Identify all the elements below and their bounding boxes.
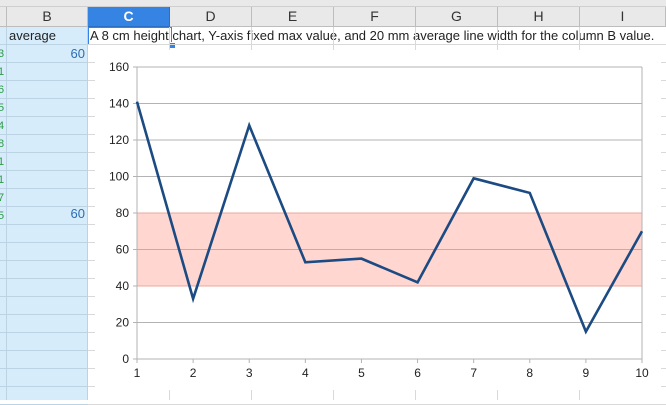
line-chart[interactable]: 0 20 40 60 80 100 120 140 160 1 2 3 4 5 6 7 8 9 10 [95, 50, 661, 390]
cell-a-value[interactable]: 7 [0, 189, 7, 207]
column-header-i[interactable]: I [580, 7, 666, 27]
row-gridline [0, 98, 88, 99]
x-tick-label: 3 [246, 366, 253, 380]
y-tick-label: 0 [122, 352, 129, 366]
cell-a-value[interactable]: 8 [0, 135, 7, 153]
row-gridline [0, 386, 88, 387]
column-header-g[interactable]: G [416, 7, 498, 27]
y-tick-label: 160 [109, 60, 129, 74]
y-tick-label: 100 [109, 170, 129, 184]
cell-a-value[interactable]: 4 [0, 117, 7, 135]
chart-canvas: 0 20 40 60 80 100 120 140 160 1 2 3 4 5 6 7 8 9 10 [95, 50, 661, 390]
y-tick-label: 140 [109, 97, 129, 111]
row-gridline [0, 368, 88, 369]
column-header-d[interactable]: D [170, 7, 252, 27]
y-tick-label: 80 [116, 206, 130, 220]
y-tick-label: 120 [109, 133, 129, 147]
row-gridline [0, 134, 88, 135]
cell-a-value[interactable]: 1 [0, 171, 7, 189]
cell-a-value[interactable]: 1 [0, 63, 7, 81]
cell-b-last-average[interactable]: 60 [7, 205, 85, 223]
column-header-a[interactable] [0, 7, 7, 27]
row-gridline [0, 206, 88, 207]
x-tick-label: 8 [526, 366, 533, 380]
x-tick-label: 2 [190, 366, 197, 380]
row-gridline [0, 260, 88, 261]
row-gridline [0, 332, 88, 333]
cell-a-value[interactable]: 3 [0, 45, 7, 63]
column-header-row: B C D E F G H I [0, 7, 666, 27]
cell-a-value[interactable]: 6 [0, 81, 7, 99]
column-header-b[interactable]: B [7, 7, 88, 27]
x-tick-label: 5 [358, 366, 365, 380]
y-tick-label: 40 [116, 279, 130, 293]
row-gridline [0, 242, 88, 243]
row-gridline [0, 278, 88, 279]
y-tick-label: 20 [116, 316, 130, 330]
row-gridline [0, 314, 88, 315]
row-gridline [0, 44, 88, 45]
x-tick-label: 6 [414, 366, 421, 380]
column-header-f[interactable]: F [334, 7, 416, 27]
cell-b-first-average[interactable]: 60 [7, 45, 85, 63]
selected-cell-c1[interactable] [88, 27, 172, 45]
row-gridline [0, 152, 88, 153]
row-gridline [0, 116, 88, 117]
x-tick-label: 7 [470, 366, 477, 380]
x-tick-label: 10 [635, 366, 649, 380]
cell-a-value[interactable]: 5 [0, 99, 7, 117]
x-tick-label: 4 [302, 366, 309, 380]
row-gridline [0, 80, 88, 81]
x-tick-label: 9 [583, 366, 590, 380]
y-tick-label: 60 [116, 243, 130, 257]
cell-a-value[interactable]: 5 [0, 207, 7, 225]
row-gridline [0, 62, 88, 63]
row-gridline [0, 224, 88, 225]
x-tick-label: 1 [134, 366, 141, 380]
row-gridline [0, 350, 88, 351]
row-gridline [0, 188, 88, 189]
column-header-h[interactable]: H [498, 7, 580, 27]
cell-a-value[interactable]: 1 [0, 153, 7, 171]
column-header-e[interactable]: E [252, 7, 334, 27]
column-header-c[interactable]: C [88, 7, 170, 27]
toolbar-strip [0, 0, 666, 7]
cell-b-header[interactable]: average [9, 27, 56, 45]
row-gridline [0, 296, 88, 297]
row-gridline [0, 170, 88, 171]
